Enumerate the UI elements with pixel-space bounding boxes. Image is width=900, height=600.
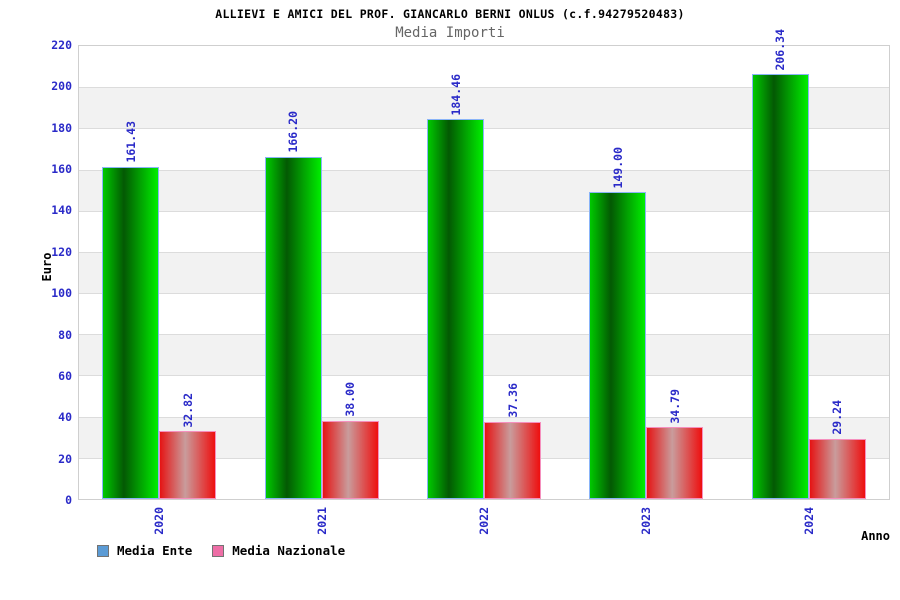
bar-value-label-media-nazionale-2020: 32.82: [180, 392, 195, 428]
bar-media-ente-2022: [427, 119, 484, 499]
bar-value-label-media-nazionale-2024: 29.24: [830, 400, 845, 435]
gridline: [79, 128, 889, 130]
gridline: [79, 251, 889, 253]
bar-media-nazionale-2021: [321, 420, 379, 499]
legend-label-media-ente: Media Ente: [117, 543, 193, 558]
y-tick-label-80: 80: [58, 327, 72, 342]
bar-media-ente-2023: [589, 192, 647, 499]
bar-media-ente-2021: [264, 156, 322, 499]
bar-media-ente-2024: [751, 74, 809, 499]
legend-label-media-nazionale: Media Nazionale: [232, 543, 346, 558]
bar-value-label-media-nazionale-2022: 37.36: [505, 383, 520, 419]
bar-value-label-media-ente-2020: 161.43: [123, 121, 138, 163]
y-tick-label-200: 200: [51, 79, 72, 94]
y-tick-label-160: 160: [51, 162, 72, 177]
plot-area: [78, 45, 890, 500]
y-tick-label-100: 100: [51, 286, 72, 301]
y-tick-label-140: 140: [51, 203, 72, 218]
gridline: [79, 87, 889, 89]
chart-subtitle: Media Importi: [395, 25, 505, 41]
gridline: [79, 210, 889, 212]
legend-item-media-ente: Media Ente: [97, 543, 192, 558]
legend-item-media-nazionale: Media Nazionale: [212, 543, 345, 558]
gridline: [79, 293, 889, 295]
bar-value-label-media-ente-2021: 166.20: [286, 111, 301, 153]
x-axis-title: Anno: [861, 529, 890, 543]
y-tick-label-20: 20: [58, 451, 72, 466]
x-tick-label-2021: 2021: [314, 507, 329, 535]
bar-value-label-media-nazionale-2023: 34.79: [667, 388, 682, 424]
bar-value-label-media-ente-2023: 149.00: [610, 146, 625, 189]
bar-media-nazionale-2020: [159, 431, 217, 499]
bar-value-label-media-ente-2024: 206.34: [773, 28, 788, 71]
x-tick-label-2020: 2020: [152, 507, 167, 535]
gridline: [79, 169, 889, 171]
gridline: [79, 375, 889, 377]
bar-value-label-media-ente-2022: 184.46: [448, 73, 463, 116]
legend: Media Ente Media Nazionale: [97, 543, 365, 558]
bar-media-ente-2020: [102, 166, 160, 499]
y-tick-label-0: 0: [65, 493, 72, 507]
x-tick-label-2024: 2024: [801, 507, 816, 535]
chart-title: ALLIEVI E AMICI DEL PROF. GIANCARLO BERN…: [215, 7, 685, 21]
x-tick-label-2023: 2023: [639, 507, 654, 535]
legend-swatch-media-ente: [97, 544, 109, 557]
y-tick-label-120: 120: [51, 244, 72, 259]
y-tick-label-180: 180: [51, 120, 72, 135]
x-tick-label-2022: 2022: [477, 507, 491, 535]
gridline: [79, 416, 889, 418]
y-tick-label-220: 220: [51, 38, 72, 52]
y-tick-label-60: 60: [58, 368, 72, 383]
bar-value-label-media-nazionale-2021: 38.00: [343, 382, 358, 417]
legend-swatch-media-nazionale: [212, 544, 225, 557]
bar-media-nazionale-2022: [484, 422, 541, 499]
gridline: [79, 334, 889, 336]
bar-media-nazionale-2024: [808, 438, 866, 499]
y-tick-label-40: 40: [58, 410, 72, 425]
bar-media-nazionale-2023: [646, 427, 704, 499]
